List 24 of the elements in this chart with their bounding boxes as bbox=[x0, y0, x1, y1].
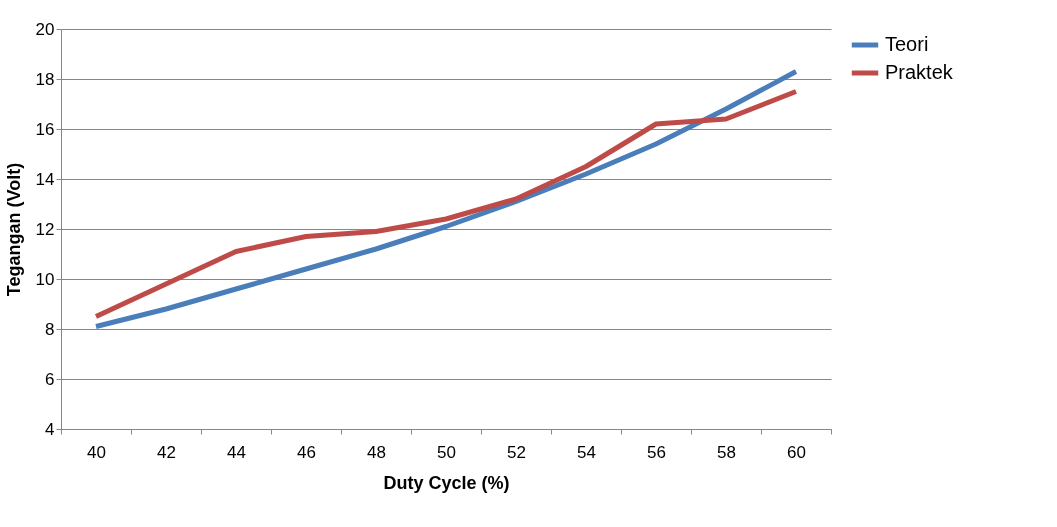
y-tick-label: 8 bbox=[45, 319, 55, 339]
y-tick-label: 18 bbox=[35, 69, 55, 89]
y-tick-label: 14 bbox=[35, 169, 55, 189]
x-axis-title: Duty Cycle (%) bbox=[383, 472, 510, 493]
x-tick-label: 52 bbox=[507, 442, 526, 462]
x-tick-label: 44 bbox=[227, 442, 246, 462]
x-tick-label: 42 bbox=[157, 442, 176, 462]
x-tick-label: 60 bbox=[787, 442, 806, 462]
y-tick-label: 12 bbox=[35, 219, 55, 239]
y-tick-label: 10 bbox=[35, 269, 55, 289]
x-tick-label: 48 bbox=[367, 442, 386, 462]
x-tick-label: 58 bbox=[717, 442, 736, 462]
y-tick-label: 6 bbox=[45, 369, 55, 389]
y-tick-label: 16 bbox=[35, 119, 55, 139]
x-tick-label: 50 bbox=[437, 442, 456, 462]
x-tick-label: 54 bbox=[577, 442, 596, 462]
x-tick-label: 46 bbox=[297, 442, 316, 462]
y-tick-label: 4 bbox=[45, 419, 55, 439]
y-axis-title: Tegangan (Volt) bbox=[3, 162, 24, 297]
x-tick-label: 56 bbox=[647, 442, 666, 462]
legend-label: Teori bbox=[885, 33, 929, 55]
y-tick-label: 20 bbox=[35, 19, 55, 39]
legend-label: Praktek bbox=[885, 61, 954, 83]
x-tick-label: 40 bbox=[87, 442, 106, 462]
